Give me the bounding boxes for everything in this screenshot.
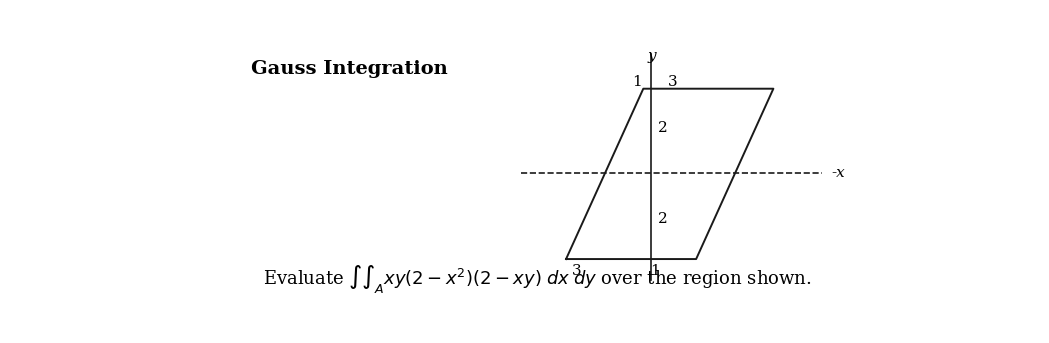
Text: y: y <box>647 49 656 63</box>
Text: 3: 3 <box>668 75 678 89</box>
Text: 1: 1 <box>631 75 642 89</box>
Text: Evaluate $\int \int_A xy(2-x^2)(2-xy)\; dx\; dy$ over the region shown.: Evaluate $\int \int_A xy(2-x^2)(2-xy)\; … <box>263 263 812 295</box>
Text: -x: -x <box>832 166 845 180</box>
Text: 1: 1 <box>650 264 661 278</box>
Text: 2: 2 <box>658 121 667 135</box>
Text: 3: 3 <box>572 264 581 278</box>
Text: Gauss Integration: Gauss Integration <box>252 60 448 78</box>
Text: 2: 2 <box>658 212 667 226</box>
